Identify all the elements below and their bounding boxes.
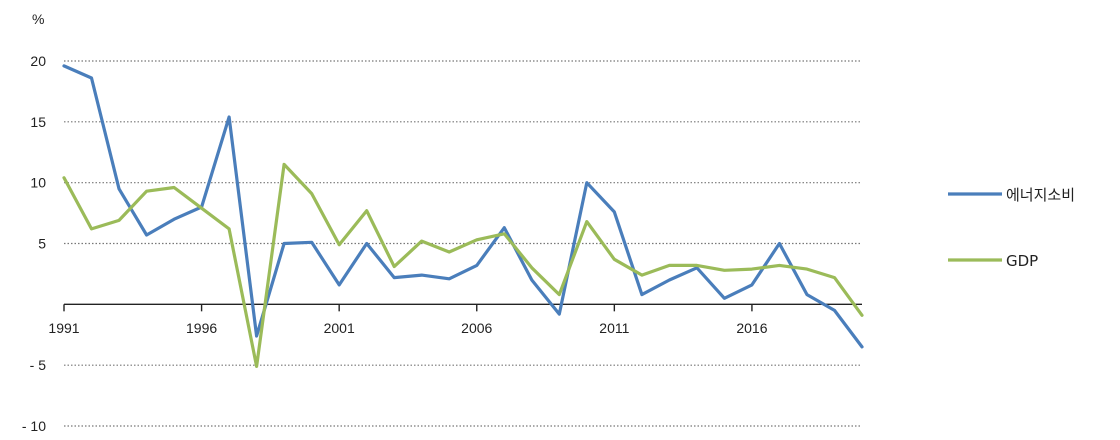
y-tick-label: 5 [38, 236, 46, 252]
x-tick-label: 1996 [186, 320, 217, 336]
x-tick-label: 2016 [736, 320, 767, 336]
legend-label: 에너지소비 [1006, 186, 1075, 204]
series-line-energy [62, 64, 864, 349]
y-tick-label: - 10 [22, 418, 46, 434]
unit-label: % [32, 11, 44, 27]
y-tick-label: 15 [30, 114, 46, 130]
y-tick-label: - 5 [30, 357, 47, 373]
y-axis-ticks: 20 15 10 5 - 5 - 10 [22, 53, 46, 434]
y-tick-label: 20 [30, 53, 46, 69]
x-tick-label: 2001 [324, 320, 355, 336]
x-axis [63, 303, 862, 312]
series-lines [62, 64, 864, 368]
x-tick-label: 1991 [48, 320, 79, 336]
legend-label: GDP [1006, 252, 1038, 270]
y-tick-label: 10 [30, 175, 46, 191]
x-tick-label: 2011 [599, 320, 629, 336]
legend: 에너지소비 GDP [948, 186, 1075, 270]
gridlines [64, 60, 862, 427]
series-line-gdp [62, 162, 864, 368]
x-axis-ticks: 1991 1996 2001 2006 2011 2016 [48, 320, 767, 336]
x-tick-label: 2006 [461, 320, 492, 336]
